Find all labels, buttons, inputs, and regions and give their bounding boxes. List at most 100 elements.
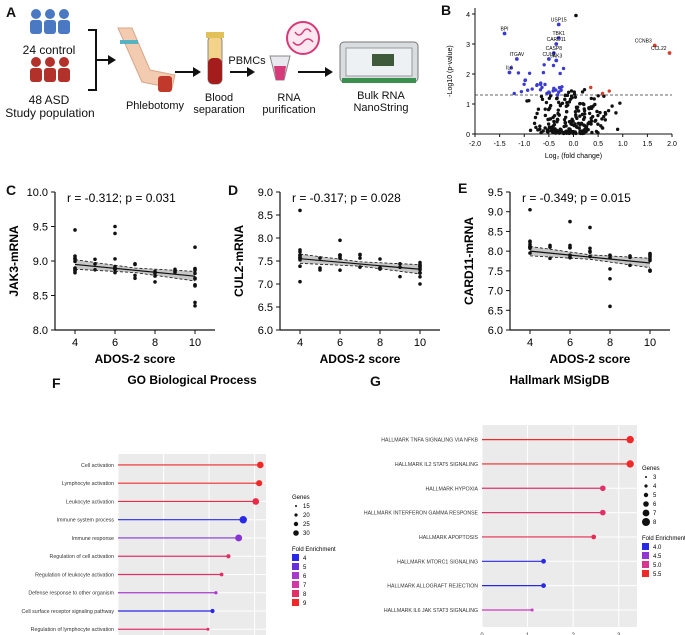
legend-fe-title: Fold Enrichment: [642, 536, 685, 542]
legend-genes-label: 3: [653, 475, 657, 481]
legend-size-swatch: [642, 509, 650, 517]
data-point: [608, 253, 612, 258]
data-point: [418, 271, 422, 275]
volcano-point: [548, 94, 553, 98]
y-tick-label: 7.0: [488, 286, 503, 298]
legend-size-swatch: [644, 484, 648, 488]
data-point: [193, 271, 197, 276]
volcano-point: [573, 110, 578, 114]
lollipop-head: [591, 534, 597, 540]
y-tick-label: 8.0: [258, 233, 273, 245]
data-point: [338, 238, 342, 243]
volcano-point: [527, 71, 532, 75]
data-point: [298, 249, 302, 254]
volcano-point: [567, 120, 572, 124]
volcano-point: [564, 110, 569, 114]
data-point: [548, 245, 552, 249]
volcano-point: [539, 81, 543, 85]
data-point: [418, 282, 422, 286]
volcano-point: [581, 123, 586, 127]
category-label: HALLMARK MTORC1 SIGNALING: [397, 559, 478, 565]
rna-label-1: RNA: [277, 92, 301, 104]
legend-genes-label: 4: [653, 484, 657, 490]
legend-fe-label: 4.5: [653, 554, 662, 560]
legend-color-swatch: [292, 599, 299, 606]
labeled-point: [507, 70, 512, 75]
volcano-point: [540, 85, 544, 90]
legend-fe-label: 5: [303, 565, 307, 571]
category-label: Regulation of cell activation: [50, 554, 115, 560]
volcano-point: [569, 129, 573, 133]
x-tick-label: 8: [152, 337, 158, 349]
volcano-point: [558, 71, 562, 76]
volcano-point: [593, 118, 598, 123]
data-point: [93, 257, 97, 262]
phlebotomy-label: Phlebotomy: [125, 100, 185, 112]
legend-color-swatch: [292, 581, 299, 588]
y-tick-label: 6.0: [258, 325, 273, 337]
volcano-point: [553, 127, 557, 131]
volcano-point: [556, 100, 561, 105]
volcano-point: [584, 125, 589, 129]
category-label: Immune system process: [57, 518, 115, 524]
legend-color-swatch: [292, 572, 299, 579]
volcano-point: [547, 117, 552, 121]
legend-size-swatch: [294, 513, 298, 517]
volcano-point: [618, 101, 622, 105]
volcano-point: [603, 112, 608, 116]
volcano-point: [563, 115, 568, 120]
legend-genes-label: 25: [303, 522, 310, 528]
volcano-point: [606, 108, 611, 113]
data-point: [528, 207, 532, 212]
scatter-plot-jak3: 4 6 8 10 8.0 8.5 9.0 9.5 10.0 ADOS-2 score JAK3-mR…: [7, 187, 215, 365]
volcano-point: [556, 129, 561, 134]
volcano-point: [516, 71, 521, 75]
volcano-point: [555, 96, 559, 100]
legend-size-swatch: [295, 505, 297, 507]
y-axis-label: -Log10 (p-value): [447, 45, 454, 96]
y-tick-label: 4: [466, 12, 470, 19]
y-tick-label: 8.0: [33, 325, 48, 337]
volcano-point: [589, 122, 593, 126]
labeled-point: [556, 22, 561, 27]
rna-label-2: purification: [262, 104, 316, 116]
data-point: [73, 269, 77, 273]
data-point: [648, 255, 652, 259]
volcano-point: [573, 95, 578, 99]
asd-label: 48 ASD: [28, 93, 70, 107]
data-point: [418, 274, 422, 279]
data-point: [588, 246, 592, 251]
volcano-point: [578, 114, 582, 118]
volcano-point: [551, 63, 556, 68]
volcano-point: [561, 66, 566, 71]
legend-size-swatch: [645, 476, 647, 478]
category-label: HALLMARK IL2 STAT5 SIGNALING: [395, 462, 478, 468]
labeled-point: [546, 57, 551, 61]
volcano-point: [569, 89, 574, 93]
category-label: HALLMARK IL6 JAK STAT3 SIGNALING: [384, 608, 478, 614]
x-tick-label: 6: [337, 337, 343, 349]
data-point: [298, 264, 302, 269]
data-point: [648, 268, 652, 273]
volcano-point: [548, 125, 553, 130]
data-point: [193, 268, 197, 273]
x-tick-label: 10: [414, 337, 426, 349]
category-label: Lymphocyte activation: [62, 481, 114, 487]
x-tick-label: 0.0: [569, 141, 579, 148]
volcano-point: [564, 124, 568, 128]
category-label: HALLMARK APOPTOSIS: [419, 535, 479, 541]
x-axis-label: ADOS-2 score: [95, 352, 176, 365]
blood-tube-icon: [206, 32, 224, 85]
volcano-point: [561, 130, 566, 135]
volcano-point: [596, 94, 600, 98]
bulk-label-2: NanoString: [353, 102, 409, 114]
data-point: [133, 276, 137, 281]
lollipop-head: [256, 480, 263, 487]
data-point: [418, 266, 422, 270]
y-tick-label: 7.5: [258, 256, 273, 268]
data-point: [338, 268, 342, 272]
hallmark-lollipop-chart: Hallmark MSigDB0123-log10(FDR)HALLMARK T…: [364, 373, 685, 635]
volcano-point: [535, 82, 539, 87]
nanostring-machine-icon: [339, 41, 419, 83]
volcano-point: [555, 93, 560, 97]
